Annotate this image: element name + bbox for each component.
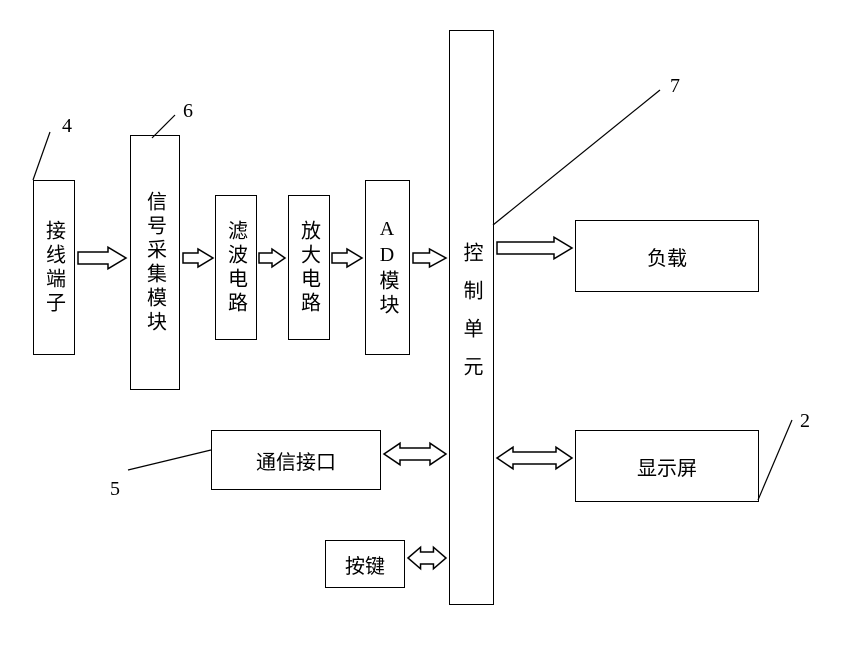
node-filter-label: 滤波电路	[222, 220, 251, 316]
node-comm: 通信接口	[211, 430, 381, 490]
node-amplify-label: 放大电路	[295, 220, 324, 316]
annotation-6: 6	[183, 100, 193, 123]
node-filter: 滤波电路	[215, 195, 257, 340]
node-display: 显示屏	[575, 430, 759, 502]
annotation-2: 2	[800, 410, 810, 433]
annotation-4: 4	[62, 115, 72, 138]
node-load-label: 负载	[647, 242, 687, 271]
node-acquire: 信号采集模块	[130, 135, 180, 390]
node-control-label: 控制单元	[457, 242, 486, 394]
node-comm-label: 通信接口	[256, 446, 336, 475]
annotation-5: 5	[110, 478, 120, 501]
node-terminal: 接线端子	[33, 180, 75, 355]
node-amplify: 放大电路	[288, 195, 330, 340]
node-acquire-label: 信号采集模块	[141, 191, 170, 335]
node-display-label: 显示屏	[637, 452, 697, 481]
diagram-canvas: 接线端子 信号采集模块 滤波电路 放大电路 AD模块 控制单元 通信接口 按键 …	[0, 0, 846, 671]
node-ad: AD模块	[365, 180, 410, 355]
node-load: 负载	[575, 220, 759, 292]
node-control: 控制单元	[449, 30, 494, 605]
node-ad-label: AD模块	[373, 218, 402, 318]
annotation-7: 7	[670, 75, 680, 98]
node-terminal-label: 接线端子	[40, 220, 69, 316]
node-keys: 按键	[325, 540, 405, 588]
arrows-layer	[0, 0, 846, 671]
node-keys-label: 按键	[345, 550, 385, 579]
